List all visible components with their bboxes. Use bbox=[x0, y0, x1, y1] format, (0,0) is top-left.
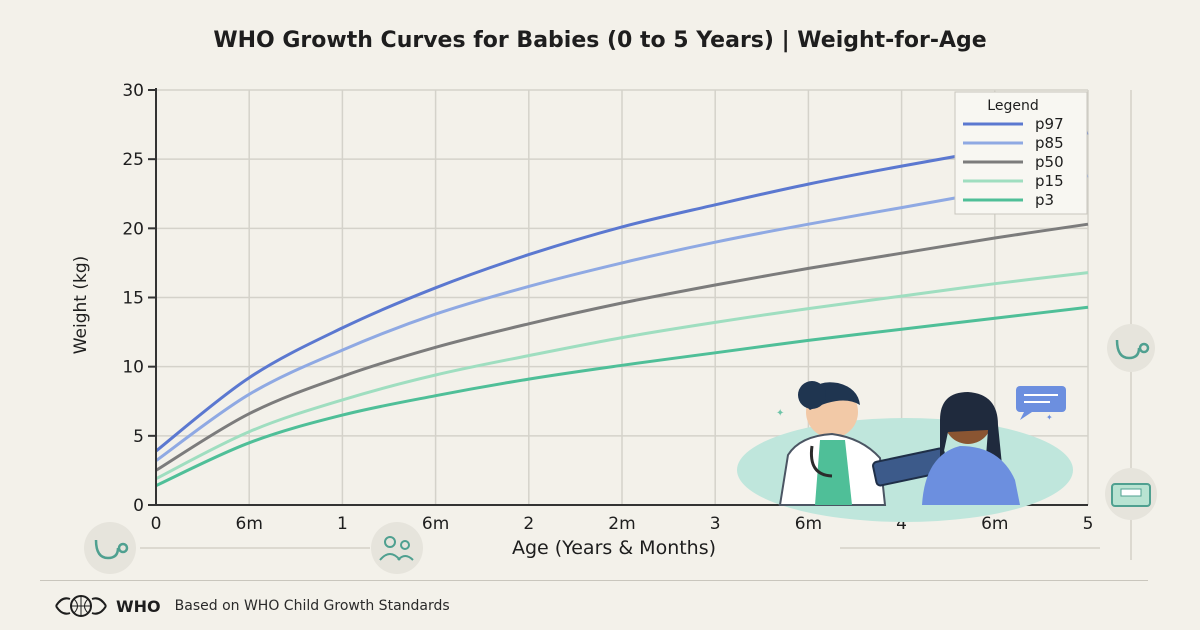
curve-p85 bbox=[155, 174, 1089, 462]
legend-label-p85: p85 bbox=[1035, 134, 1064, 152]
y-tick-label: 5 bbox=[133, 427, 144, 447]
x-tick-label: 2 bbox=[523, 514, 534, 534]
x-tick-label: 6m bbox=[422, 514, 449, 534]
x-tick-label: 0 bbox=[151, 514, 162, 534]
footer-divider bbox=[40, 580, 1148, 581]
stethoscope-icon bbox=[1115, 339, 1150, 360]
x-tick-label: 4 bbox=[896, 514, 907, 534]
curve-p3 bbox=[155, 305, 1089, 487]
org-name: WHO bbox=[116, 596, 161, 616]
legend-label-p3: p3 bbox=[1035, 191, 1054, 209]
footer: WHO Based on WHO Child Growth Standards bbox=[52, 593, 450, 619]
tick-labels: 0 6m 1 6m 2 2m 3 6m 4 6m 5 0 5 10 15 20 25 30 bbox=[122, 81, 1093, 534]
x-tick-label: 5 bbox=[1083, 514, 1094, 534]
x-axis-label: Age (Years & Months) bbox=[512, 537, 716, 559]
chart-title: WHO Growth Curves for Babies (0 to 5 Yea… bbox=[213, 28, 987, 53]
who-emblem-logo bbox=[55, 595, 107, 617]
legend-label-p50: p50 bbox=[1035, 153, 1064, 171]
chat-bubble-icon bbox=[1016, 386, 1066, 412]
doctor-scrubs bbox=[815, 440, 852, 505]
legend-label-p15: p15 bbox=[1035, 172, 1064, 190]
y-tick-label: 10 bbox=[122, 358, 144, 378]
x-tick-label: 6m bbox=[236, 514, 263, 534]
curve-p97 bbox=[155, 131, 1089, 453]
x-tick-label: 6m bbox=[795, 514, 822, 534]
svg-text:✦: ✦ bbox=[1046, 413, 1053, 422]
stethoscope-icon bbox=[809, 445, 833, 478]
y-tick-label: 30 bbox=[122, 81, 144, 101]
y-tick-label: 20 bbox=[122, 219, 144, 239]
doctor-parent-illustration: ✦ ✦ bbox=[737, 381, 1073, 522]
x-tick-label: 6m bbox=[981, 514, 1008, 534]
footer-note: Based on WHO Child Growth Standards bbox=[174, 598, 450, 614]
stethoscope-icon bbox=[94, 539, 129, 560]
x-tick-label: 1 bbox=[337, 514, 348, 534]
legend-title: Legend bbox=[987, 98, 1038, 114]
curve-p15 bbox=[155, 271, 1089, 481]
x-tick-label: 3 bbox=[710, 514, 721, 534]
percentile-curves bbox=[155, 131, 1089, 487]
family-icon bbox=[379, 536, 414, 561]
legend-label-p97: p97 bbox=[1035, 115, 1064, 133]
y-axis-label: Weight (kg) bbox=[71, 256, 91, 355]
y-tick-label: 25 bbox=[122, 150, 144, 170]
side-icons bbox=[84, 90, 1157, 574]
x-tick-label: 2m bbox=[608, 514, 635, 534]
y-tick-label: 15 bbox=[122, 289, 144, 309]
parent-shirt bbox=[922, 446, 1020, 505]
y-tick-label: 0 bbox=[133, 496, 144, 516]
curve-p50 bbox=[155, 222, 1089, 472]
growth-chart: 0 6m 1 6m 2 2m 3 6m 4 6m 5 0 5 10 15 20 25 30 Age (Years … bbox=[71, 81, 1157, 574]
svg-text:✦: ✦ bbox=[776, 408, 784, 419]
